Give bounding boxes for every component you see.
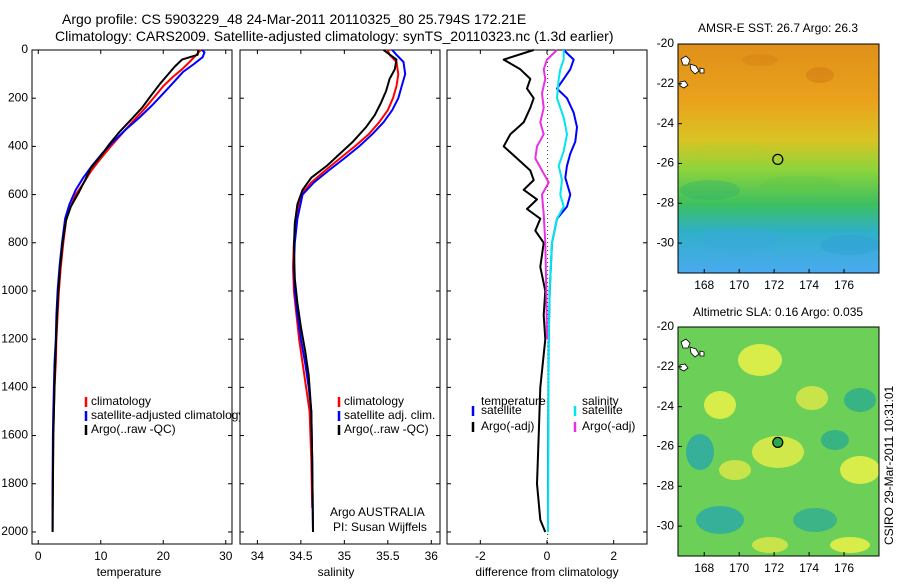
legend-diff-sal-satellite: satellite (582, 403, 623, 417)
x-tick-label: 0 (544, 549, 551, 563)
map-y-tick-label: -22 (657, 359, 675, 373)
legend-sal-argo: Argo(..raw -QC) (344, 422, 429, 436)
y-tick-label: 600 (8, 187, 28, 201)
map-x-tick-label: 168 (694, 278, 714, 292)
series-line-2-2 (547, 50, 568, 533)
map-x-tick-label: 176 (834, 561, 854, 575)
x-tick-label: 10 (94, 549, 108, 563)
map-y-tick-label: -30 (657, 235, 675, 249)
legend-diff-sal-argo: Argo(-adj) (582, 419, 635, 433)
salinity-legend: climatology satellite adj. clim. Argo(..… (337, 394, 435, 436)
figure-title-line1: Argo profile: CS 5903229_48 24-Mar-2011 … (62, 11, 526, 27)
sla-float-marker (772, 436, 784, 448)
difference-legend: temperature satellite Argo(-adj) salinit… (471, 394, 635, 433)
x-tick-label: 20 (157, 549, 171, 563)
map-y-tick-label: -20 (657, 36, 675, 50)
temperature-axis-label: temperature (97, 565, 162, 579)
sst-heatmap-texture (680, 54, 879, 255)
y-tick-label: 400 (8, 139, 28, 153)
x-tick-label: -2 (475, 549, 486, 563)
y-tick-label: 2000 (1, 524, 28, 538)
map-x-tick-label: 172 (764, 561, 784, 575)
series-line-1-0 (292, 49, 400, 508)
sst-islands (679, 55, 705, 89)
map-y-tick-label: -24 (657, 399, 675, 413)
map-y-tick-label: -26 (657, 439, 675, 453)
sla-map-title: Altimetric SLA: 0.16 Argo: 0.035 (693, 305, 863, 319)
sla-map-panel: Altimetric SLA: 0.16 Argo: 0.035 (657, 305, 880, 575)
salinity-panel: 34 34.5 35 35.5 36 salinity climatology sate… (239, 49, 441, 579)
sst-map-title: AMSR-E SST: 26.7 Argo: 26.3 (698, 21, 858, 35)
map-x-tick-label: 176 (834, 278, 854, 292)
map-y-tick-label: -28 (657, 195, 675, 209)
legend-sal-satellite: satellite adj. clim. (344, 408, 435, 422)
map-x-tick-label: 172 (764, 278, 784, 292)
legend-diff-temp-satellite: satellite (481, 403, 522, 417)
legend-temp-argo: Argo(..raw -QC) (91, 422, 176, 436)
series-line-2-3 (534, 49, 558, 340)
x-tick-label: 34.5 (289, 549, 313, 563)
timestamp-stamp: CSIRO 29-Mar-2011 10:31:01 (882, 385, 896, 545)
x-tick-label: 34 (251, 549, 265, 563)
map-y-tick-label: -26 (657, 156, 675, 170)
map-x-tick-label: 174 (799, 278, 819, 292)
x-tick-label: 0 (35, 549, 42, 563)
salinity-axis-label: salinity (318, 565, 355, 579)
difference-panel: -2 0 2 difference from climatology tempera… (446, 49, 648, 579)
map-y-tick-label: -20 (657, 319, 675, 333)
series-line-0-2 (51, 49, 200, 533)
y-tick-label: 1600 (1, 428, 28, 442)
map-x-tick-label: 174 (799, 561, 819, 575)
sst-float-marker (772, 153, 784, 165)
series-line-1-1 (292, 49, 407, 533)
x-tick-label: 36 (425, 549, 439, 563)
y-tick-label: 1000 (1, 283, 28, 297)
legend-temp-climatology: climatology (91, 394, 151, 408)
legend-group-salinity: salinity (582, 394, 619, 408)
y-tick-label: 1400 (1, 380, 28, 394)
legend-group-temperature: temperature (481, 394, 546, 408)
map-y-tick-label: -30 (657, 518, 675, 532)
legend-sal-climatology: climatology (344, 394, 404, 408)
map-y-tick-label: -24 (657, 116, 675, 130)
series-line-1-2 (292, 49, 398, 533)
difference-axis-label: difference from climatology (475, 565, 618, 579)
map-x-tick-label: 170 (729, 561, 749, 575)
series-line-2-1 (502, 49, 547, 533)
legend-diff-temp-argo: Argo(-adj) (481, 419, 534, 433)
figure-title-line2: Climatology: CARS2009. Satellite-adjuste… (55, 28, 613, 44)
legend-temp-satellite: satellite-adjusted climatology (91, 408, 244, 422)
map-y-tick-label: -28 (657, 478, 675, 492)
y-tick-label: 800 (8, 235, 28, 249)
float-owner-note: Argo AUSTRALIA (330, 505, 425, 519)
map-y-tick-label: -22 (657, 76, 675, 90)
x-tick-label: 30 (219, 549, 233, 563)
sst-heatmap (678, 44, 879, 273)
temperature-legend: climatology satellite-adjusted climatolo… (84, 394, 244, 436)
temperature-panel: 0 10 20 30 0 200 400 600 800 1000 1200 1400 1600 1800… (1, 42, 244, 579)
y-tick-label: 1800 (1, 476, 28, 490)
sla-islands (679, 338, 705, 372)
sla-heatmap-texture (686, 344, 879, 553)
y-tick-label: 0 (21, 42, 28, 56)
map-x-tick-label: 168 (694, 561, 714, 575)
sst-map-panel: AMSR-E SST: 26.7 Argo: 26.3 168 170 172 174… (657, 21, 880, 292)
x-tick-label: 35 (338, 549, 352, 563)
y-tick-label: 200 (8, 90, 28, 104)
principal-investigator-note: PI: Susan Wijffels (333, 520, 427, 534)
map-x-tick-label: 170 (729, 278, 749, 292)
x-tick-label: 2 (610, 549, 617, 563)
y-tick-label: 1200 (1, 331, 28, 345)
x-tick-label: 35.5 (376, 549, 400, 563)
